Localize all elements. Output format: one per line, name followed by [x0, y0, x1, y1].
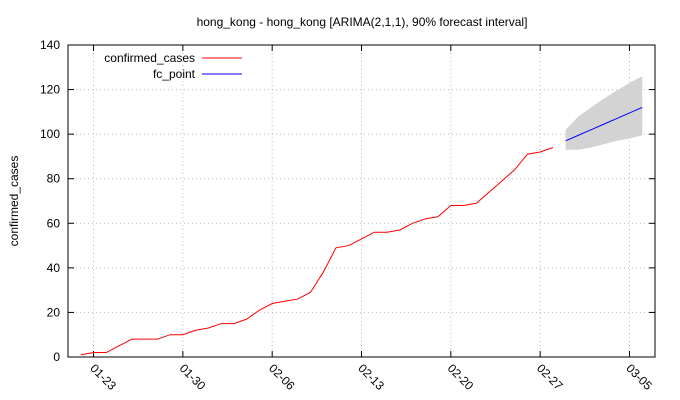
series-line	[565, 106, 643, 142]
y-tick-label: 140	[40, 38, 60, 52]
legend-label: confirmed_cases	[104, 51, 195, 65]
x-tick-label: 02-20	[445, 361, 477, 393]
y-tick-label: 100	[40, 127, 60, 141]
y-tick-label: 20	[47, 305, 61, 319]
y-axis-label: confirmed_cases	[7, 156, 21, 247]
x-tick-label: 02-13	[355, 361, 387, 393]
forecast-interval	[565, 76, 643, 150]
x-tick-label: 02-06	[266, 361, 298, 393]
legend-label: fc_point	[153, 67, 196, 81]
plot-frame	[67, 44, 656, 358]
x-tick-label: 03-05	[623, 361, 655, 393]
x-tick-label: 01-30	[177, 361, 209, 393]
chart-title: hong_kong - hong_kong [ARIMA(2,1,1), 90%…	[197, 15, 528, 29]
x-tick-label: 02-27	[534, 361, 566, 393]
y-tick-label: 60	[47, 216, 61, 230]
y-tick-label: 80	[47, 172, 61, 186]
y-tick-label: 40	[47, 261, 61, 275]
series-line	[80, 147, 554, 356]
x-tick-label: 01-23	[87, 361, 119, 393]
y-tick-label: 120	[40, 83, 60, 97]
y-tick-label: 0	[53, 350, 60, 364]
